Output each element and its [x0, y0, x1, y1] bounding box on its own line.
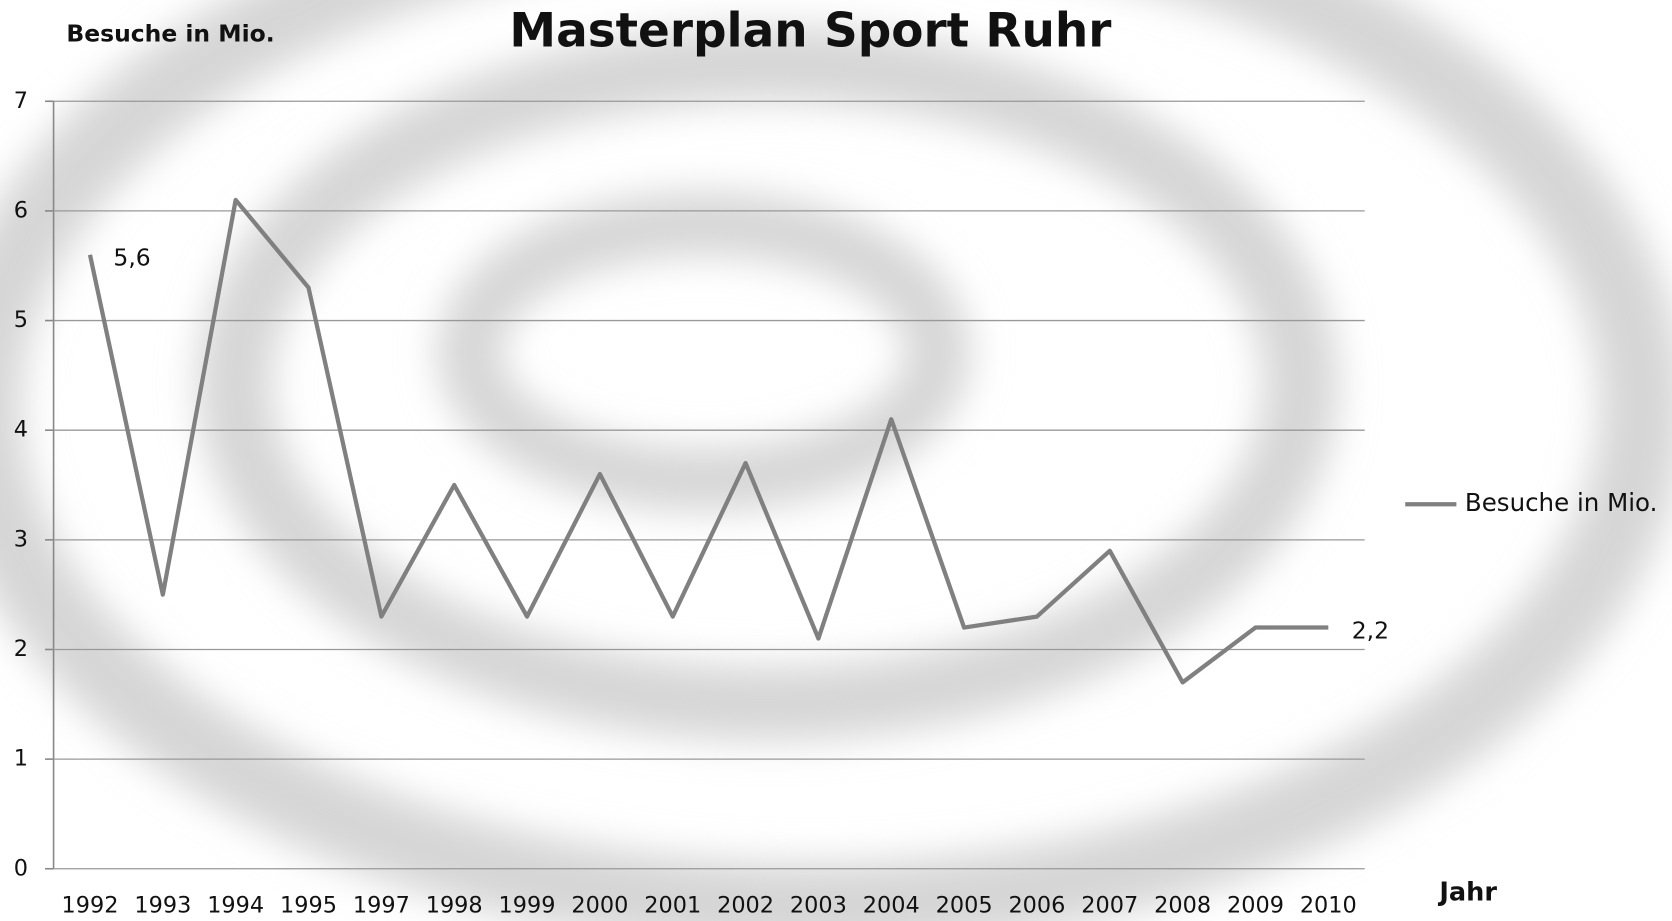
x-tick-label: 2007 [1081, 893, 1138, 919]
legend-label: Besuche in Mio. [1465, 488, 1657, 517]
x-axis-title: Jahr [1437, 877, 1497, 907]
x-tick-label: 2001 [644, 893, 701, 919]
x-tick-label: 1998 [426, 893, 483, 919]
x-tick-label: 2008 [1154, 893, 1211, 919]
y-tick-label: 6 [14, 197, 28, 223]
y-tick-label: 4 [14, 417, 28, 443]
x-tick-label: 1993 [134, 893, 191, 919]
data-label: 2,2 [1352, 616, 1389, 644]
x-tick-label: 2000 [571, 893, 628, 919]
y-tick-label: 2 [14, 636, 28, 662]
x-tick-label: 2009 [1227, 893, 1284, 919]
y-tick-label: 0 [14, 855, 28, 881]
x-tick-label: 1992 [62, 893, 119, 919]
x-tick-label: 2002 [717, 893, 774, 919]
x-tick-label: 2005 [936, 893, 993, 919]
x-tick-label: 1999 [499, 893, 556, 919]
chart: Masterplan Sport Ruhr Besuche in Mio. Ja… [0, 0, 1672, 921]
x-tick-label: 1995 [280, 893, 337, 919]
x-tick-label: 1994 [207, 893, 264, 919]
y-tick-label: 5 [14, 307, 28, 333]
chart-title: Masterplan Sport Ruhr [509, 4, 1111, 59]
x-tick-label: 1997 [353, 893, 410, 919]
page: {"chart_data": {"type": "line", "title":… [0, 0, 1672, 921]
x-tick-label: 2004 [863, 893, 920, 919]
y-tick-label: 3 [14, 526, 28, 552]
data-label: 5,6 [113, 244, 150, 272]
x-tick-label: 2003 [790, 893, 847, 919]
background-swirl [0, 0, 1642, 906]
x-tick-label: 2006 [1008, 893, 1065, 919]
y-axis-title: Besuche in Mio. [66, 20, 274, 48]
y-tick-label: 1 [14, 746, 28, 772]
y-tick-label: 7 [14, 88, 28, 114]
x-tick-label: 2010 [1300, 893, 1357, 919]
